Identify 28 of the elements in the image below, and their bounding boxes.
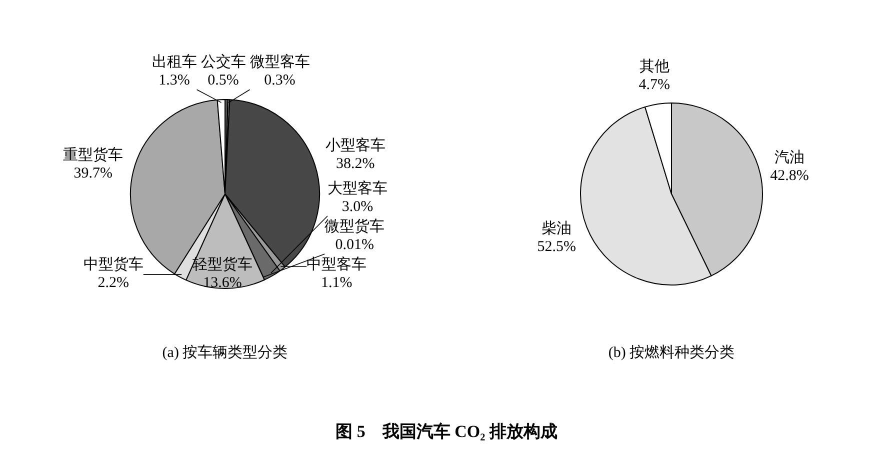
data-label: 39.7% bbox=[74, 166, 113, 182]
slice-label: 汽油 bbox=[774, 149, 804, 166]
slice-label: 重型货车 bbox=[63, 146, 124, 164]
data-label: 1.3% bbox=[158, 72, 190, 89]
slice-label: 微型客车 bbox=[250, 54, 310, 71]
data-label: 2.2% bbox=[98, 274, 129, 291]
data-label: 42.8% bbox=[770, 168, 809, 184]
data-label: 38.2% bbox=[336, 156, 375, 172]
data-label: 0.5% bbox=[208, 72, 239, 88]
data-label: 0.3% bbox=[264, 72, 296, 89]
text: (a) 按车辆类型分类 bbox=[162, 344, 288, 361]
slice-label: 其他 bbox=[639, 58, 670, 76]
slice-label: 出租车 bbox=[152, 54, 197, 71]
data-label: 4.7% bbox=[638, 77, 670, 94]
slice-label: 公交车 bbox=[200, 53, 246, 70]
slice-label: 大型客车 bbox=[328, 180, 388, 197]
data-label: 0.01% bbox=[335, 236, 374, 253]
data-label: 13.6% bbox=[203, 274, 242, 291]
slice-label: 小型客车 bbox=[325, 136, 386, 154]
slice-label: 微型货车 bbox=[324, 218, 385, 235]
data-label: 1.1% bbox=[321, 274, 352, 291]
data-label: 52.5% bbox=[537, 239, 576, 256]
slice-label: 中型货车 bbox=[83, 256, 144, 273]
text: (b) 按燃料种类分类 bbox=[608, 344, 735, 361]
data-label: 3.0% bbox=[342, 198, 374, 215]
slice-label: 中型客车 bbox=[306, 256, 367, 273]
slice-label: 柴油 bbox=[542, 220, 572, 238]
caption: 图 5 我国汽车 CO₂ 排放构成 bbox=[334, 421, 558, 443]
